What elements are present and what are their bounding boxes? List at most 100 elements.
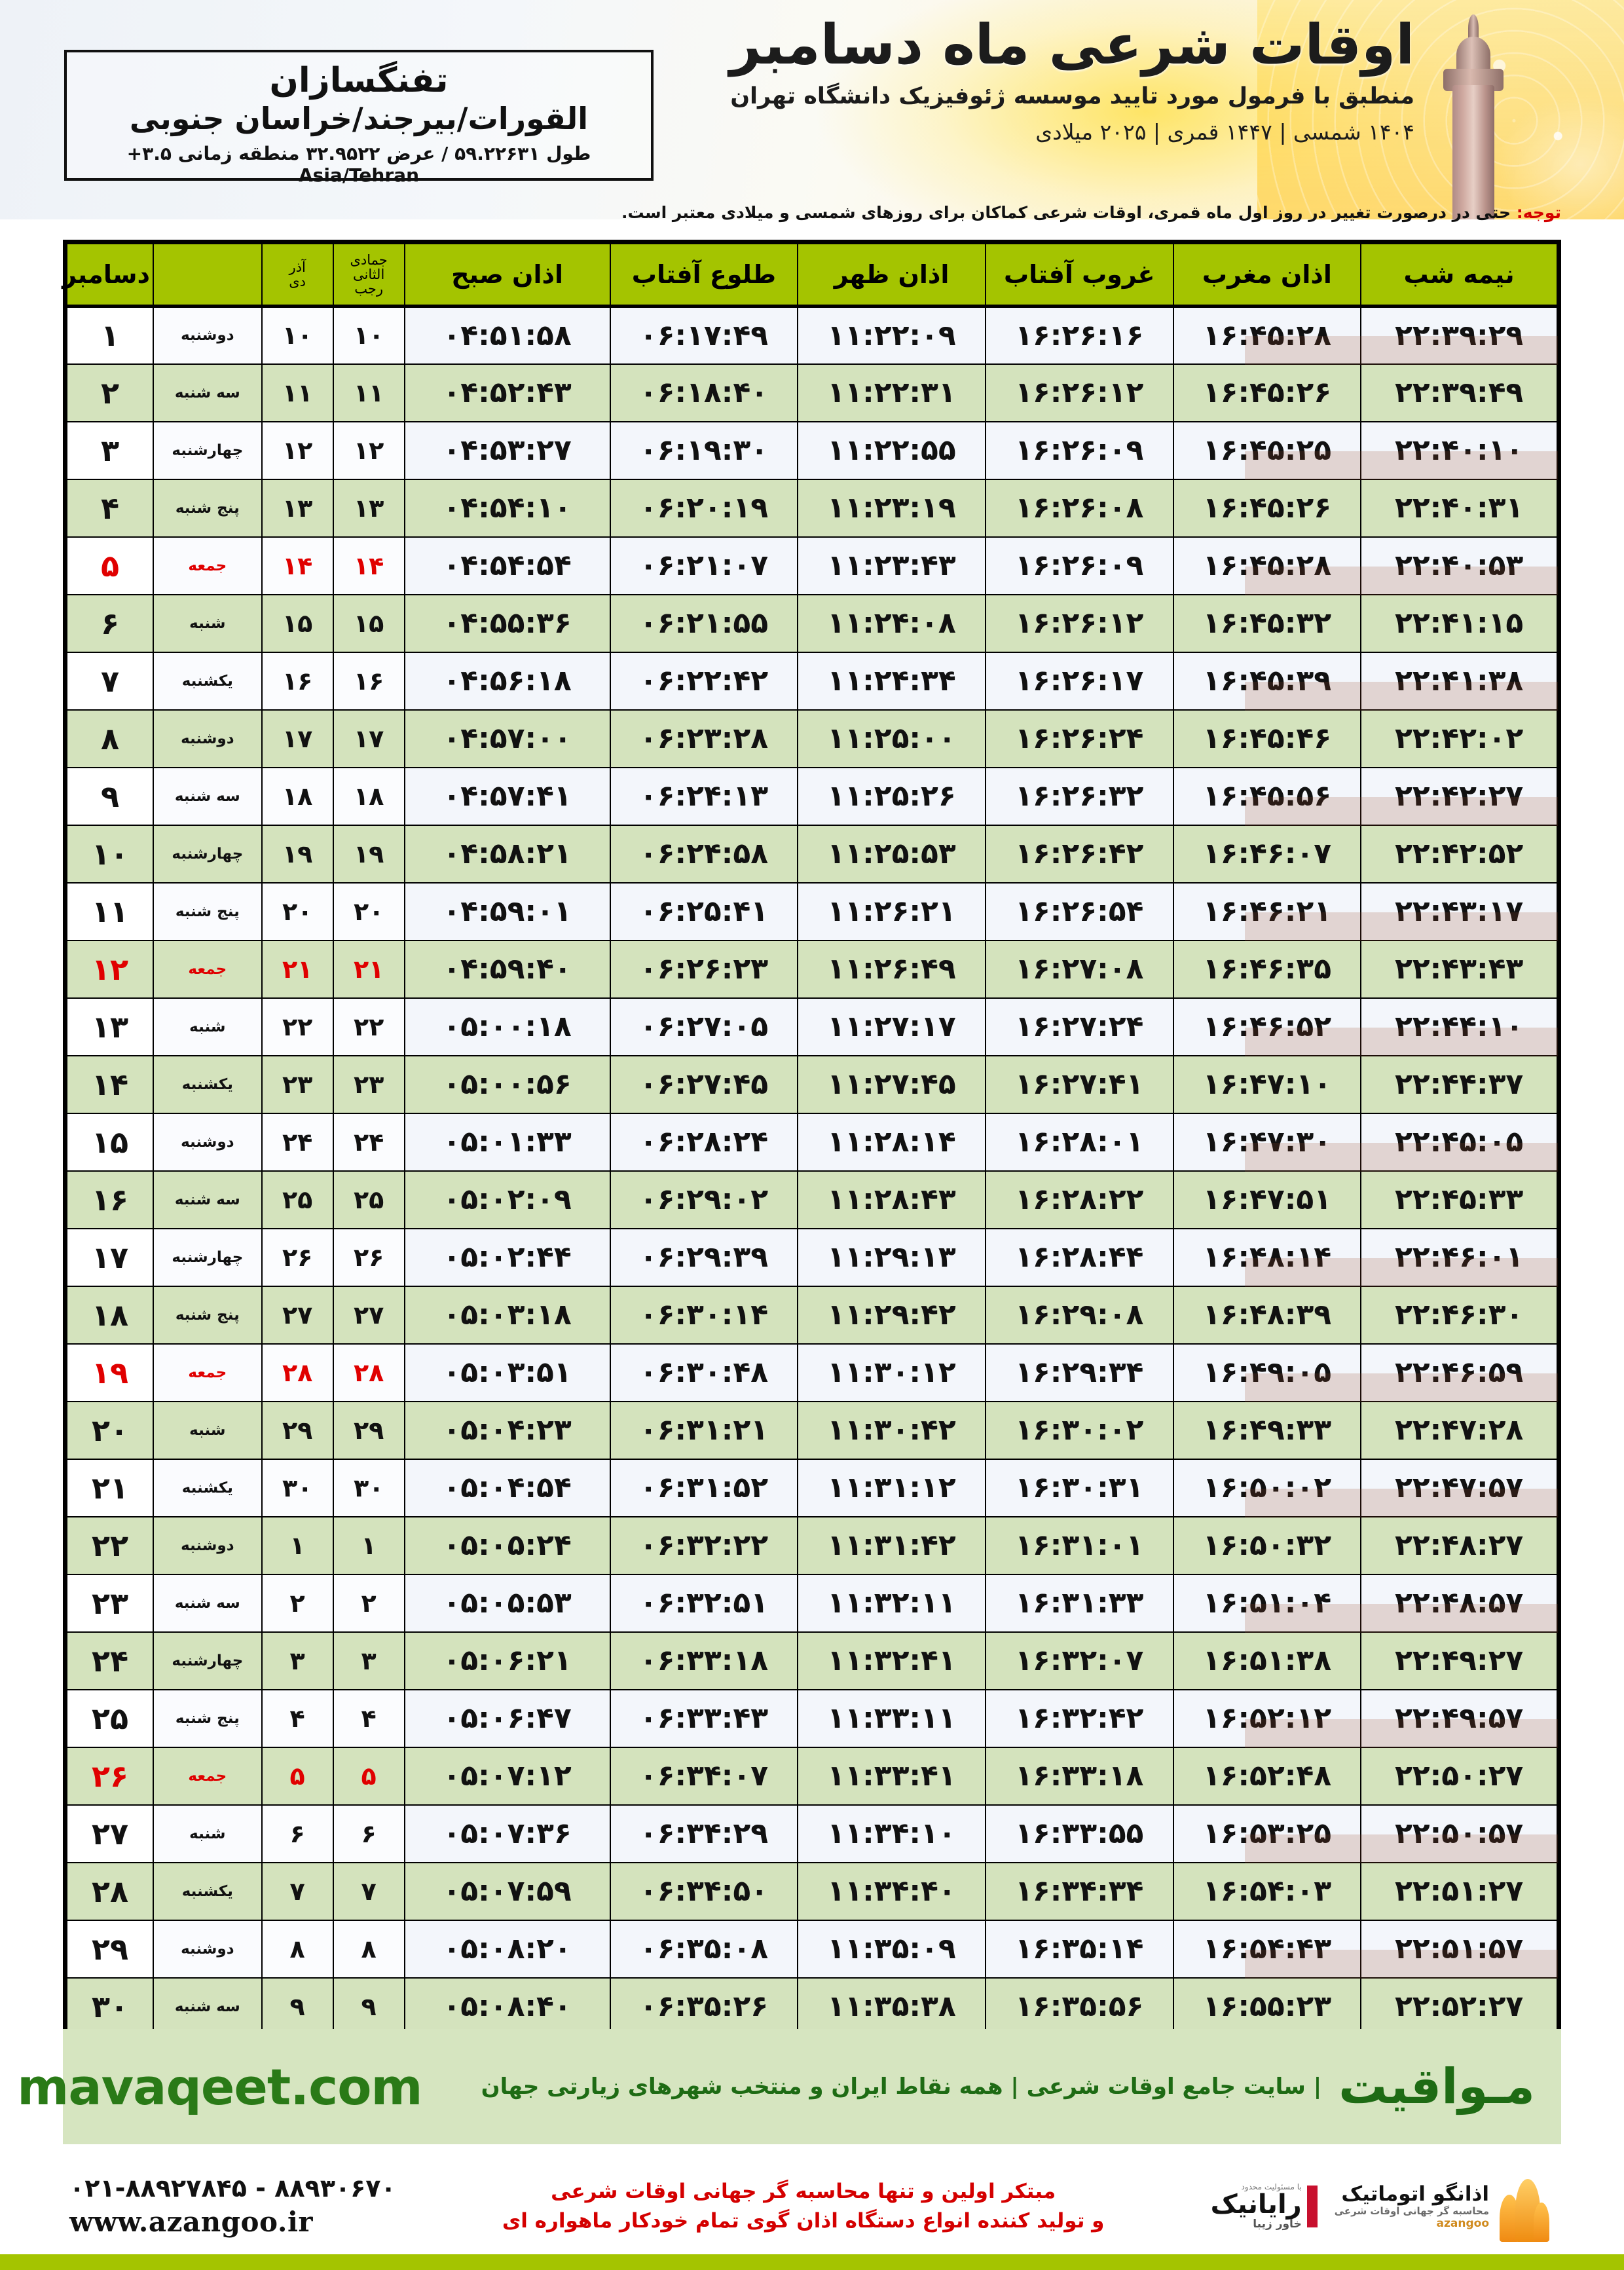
cell-maghrib: ۱۶:۵۰:۳۲ xyxy=(1172,1516,1362,1575)
cell-dhuhr: ۱۱:۳۴:۱۰ xyxy=(797,1804,986,1863)
cell-weekday: سه شنبه xyxy=(152,1977,263,2036)
cell-hijri-day: ۲۹ xyxy=(332,1400,405,1460)
cell-maghrib: ۱۶:۴۹:۳۳ xyxy=(1172,1400,1362,1460)
cell-hijri-day: ۲ xyxy=(332,1573,405,1633)
cell-maghrib: ۱۶:۴۸:۳۹ xyxy=(1172,1285,1362,1345)
footer-green-bar xyxy=(0,2254,1624,2270)
brand-domain[interactable]: mavaqeet.com xyxy=(17,2057,422,2116)
cell-sunset: ۱۶:۲۶:۱۲ xyxy=(984,363,1174,422)
brand-tagline: | سایت جامع اوقات شرعی | همه نقاط ایران … xyxy=(481,2074,1322,2100)
cell-dhuhr: ۱۱:۳۲:۱۱ xyxy=(797,1573,986,1633)
cell-sunrise: ۰۶:۱۷:۴۹ xyxy=(609,305,799,365)
cell-hijri-day: ۱۷ xyxy=(332,709,405,768)
cell-dhuhr: ۱۱:۳۰:۱۲ xyxy=(797,1343,986,1402)
notice-text: توجه: حتی در درصورت تغییر در روز اول ماه… xyxy=(79,203,1561,222)
cell-weekday: جمعه xyxy=(152,1746,263,1806)
contact-website[interactable]: www.azangoo.ir xyxy=(69,2206,314,2239)
cell-gregorian-day: ۱۳ xyxy=(66,997,154,1056)
cell-sunrise: ۰۶:۲۳:۲۸ xyxy=(609,709,799,768)
cell-dhuhr: ۱۱:۲۲:۳۱ xyxy=(797,363,986,422)
col-header-hijri-bottom: رجب xyxy=(354,281,384,297)
cell-jalali-day: ۸ xyxy=(261,1919,334,1979)
cell-fajr: ۰۵:۰۴:۲۳ xyxy=(403,1400,611,1460)
cell-jalali-day: ۲۰ xyxy=(261,882,334,941)
cell-hijri-day: ۲۵ xyxy=(332,1170,405,1229)
col-header-sunrise: طلوع آفتاب xyxy=(609,243,799,308)
cell-sunset: ۱۶:۳۱:۳۳ xyxy=(984,1573,1174,1633)
cell-fajr: ۰۵:۰۳:۱۸ xyxy=(403,1285,611,1345)
cell-weekday: شنبه xyxy=(152,1804,263,1863)
cell-midnight: ۲۲:۴۳:۱۷ xyxy=(1360,882,1558,941)
location-box: تفنگسازان القورات/بیرجند/خراسان جنوبی طو… xyxy=(64,50,654,186)
cell-jalali-day: ۲۹ xyxy=(261,1400,334,1460)
cell-sunrise: ۰۶:۳۴:۲۹ xyxy=(609,1804,799,1863)
cell-maghrib: ۱۶:۴۵:۳۲ xyxy=(1172,593,1362,653)
cell-sunrise: ۰۶:۳۳:۱۸ xyxy=(609,1631,799,1690)
table-row: ۲۲:۴۵:۰۵ ۱۶:۴۷:۳۰ ۱۶:۲۸:۰۱ ۱۱:۲۸:۱۴ ۰۶:۲۸:۲۴… xyxy=(66,1112,1558,1172)
calendar-years: ۱۴۰۴ شمسی | ۱۴۴۷ قمری | ۲۰۲۵ میلادی xyxy=(1035,119,1414,145)
cell-maghrib: ۱۶:۴۷:۳۰ xyxy=(1172,1112,1362,1172)
cell-fajr: ۰۵:۰۴:۵۴ xyxy=(403,1458,611,1517)
cell-hijri-day: ۲۱ xyxy=(332,939,405,999)
cell-hijri-day: ۲۴ xyxy=(332,1112,405,1172)
poster-banner: اوقات شرعی ماه دسامبر منطبق با فرمول مور… xyxy=(0,0,1624,219)
cell-jalali-day: ۶ xyxy=(261,1804,334,1863)
cell-weekday: یکشنبه xyxy=(152,651,263,711)
cell-jalali-day: ۱۵ xyxy=(261,593,334,653)
cell-maghrib: ۱۶:۴۵:۲۶ xyxy=(1172,363,1362,422)
cell-sunrise: ۰۶:۳۵:۰۸ xyxy=(609,1919,799,1979)
table-row: ۲۲:۴۹:۵۷ ۱۶:۵۲:۱۲ ۱۶:۳۲:۴۲ ۱۱:۳۳:۱۱ ۰۶:۳۳:۴۳… xyxy=(66,1688,1558,1748)
cell-maghrib: ۱۶:۵۲:۱۲ xyxy=(1172,1688,1362,1748)
cell-gregorian-day: ۲۲ xyxy=(66,1516,154,1575)
cell-fajr: ۰۵:۰۰:۵۶ xyxy=(403,1054,611,1114)
cell-midnight: ۲۲:۴۲:۰۲ xyxy=(1360,709,1558,768)
cell-fajr: ۰۵:۰۸:۴۰ xyxy=(403,1977,611,2036)
cell-sunset: ۱۶:۲۶:۰۹ xyxy=(984,536,1174,595)
cell-midnight: ۲۲:۴۶:۵۹ xyxy=(1360,1343,1558,1402)
cell-weekday: شنبه xyxy=(152,593,263,653)
cell-jalali-day: ۲۱ xyxy=(261,939,334,999)
cell-dhuhr: ۱۱:۲۵:۵۳ xyxy=(797,824,986,884)
cell-maghrib: ۱۶:۴۵:۵۶ xyxy=(1172,766,1362,826)
cell-fajr: ۰۴:۵۸:۲۱ xyxy=(403,824,611,884)
table-row: ۲۲:۴۰:۱۰ ۱۶:۴۵:۲۵ ۱۶:۲۶:۰۹ ۱۱:۲۲:۵۵ ۰۶:۱۹:۳۰… xyxy=(66,420,1558,480)
poster-footer: اذانگو اتوماتیک محاسبه گر جهانی اوقات شر… xyxy=(63,2157,1561,2256)
cell-midnight: ۲۲:۴۱:۱۵ xyxy=(1360,593,1558,653)
title-block: اوقات شرعی ماه دسامبر منطبق با فرمول مور… xyxy=(694,16,1415,145)
minaret-icon xyxy=(1434,7,1513,219)
cell-hijri-day: ۱۰ xyxy=(332,305,405,365)
cell-maghrib: ۱۶:۵۲:۴۸ xyxy=(1172,1746,1362,1806)
cell-sunrise: ۰۶:۳۲:۲۲ xyxy=(609,1516,799,1575)
table-row: ۲۲:۵۰:۲۷ ۱۶:۵۲:۴۸ ۱۶:۳۳:۱۸ ۱۱:۳۳:۴۱ ۰۶:۳۴:۰۷… xyxy=(66,1746,1558,1806)
cell-hijri-day: ۴ xyxy=(332,1688,405,1748)
cell-sunrise: ۰۶:۲۹:۳۹ xyxy=(609,1227,799,1287)
cell-sunrise: ۰۶:۲۸:۲۴ xyxy=(609,1112,799,1172)
col-header-weekday xyxy=(152,243,263,308)
col-header-gregorian: دسامبر xyxy=(62,243,154,308)
cell-gregorian-day: ۳ xyxy=(66,420,154,480)
cell-weekday: پنج شنبه xyxy=(152,1688,263,1748)
cell-sunset: ۱۶:۳۵:۱۴ xyxy=(984,1919,1174,1979)
cell-sunset: ۱۶:۲۸:۲۲ xyxy=(984,1170,1174,1229)
cell-hijri-day: ۱۲ xyxy=(332,420,405,480)
rayaneek-sub: خاور زیبا xyxy=(1253,2218,1302,2231)
cell-midnight: ۲۲:۴۱:۳۸ xyxy=(1360,651,1558,711)
cell-fajr: ۰۵:۰۰:۱۸ xyxy=(403,997,611,1056)
promo-line-1: مبتکر اولین و تنها محاسبه گر جهانی اوقات… xyxy=(551,2180,1056,2204)
rayaneek-bar-icon xyxy=(1306,2186,1318,2227)
cell-weekday: یکشنبه xyxy=(152,1861,263,1921)
cell-fajr: ۰۴:۵۹:۴۰ xyxy=(403,939,611,999)
footer-promo: مبتکر اولین و تنها محاسبه گر جهانی اوقات… xyxy=(396,2177,1211,2236)
table-row: ۲۲:۴۸:۵۷ ۱۶:۵۱:۰۴ ۱۶:۳۱:۳۳ ۱۱:۳۲:۱۱ ۰۶:۳۲:۵۱… xyxy=(66,1573,1558,1633)
cell-jalali-day: ۱۶ xyxy=(261,651,334,711)
cell-maghrib: ۱۶:۴۷:۵۱ xyxy=(1172,1170,1362,1229)
cell-hijri-day: ۱۳ xyxy=(332,478,405,538)
cell-fajr: ۰۴:۵۵:۳۶ xyxy=(403,593,611,653)
cell-hijri-day: ۱۶ xyxy=(332,651,405,711)
mosque-domes-icon xyxy=(1496,2171,1552,2242)
table-row: ۲۲:۴۱:۱۵ ۱۶:۴۵:۳۲ ۱۶:۲۶:۱۲ ۱۱:۲۴:۰۸ ۰۶:۲۱:۵۵… xyxy=(66,593,1558,653)
cell-fajr: ۰۴:۵۷:۴۱ xyxy=(403,766,611,826)
cell-fajr: ۰۵:۰۳:۵۱ xyxy=(403,1343,611,1402)
cell-weekday: یکشنبه xyxy=(152,1054,263,1114)
cell-maghrib: ۱۶:۵۵:۲۳ xyxy=(1172,1977,1362,2036)
